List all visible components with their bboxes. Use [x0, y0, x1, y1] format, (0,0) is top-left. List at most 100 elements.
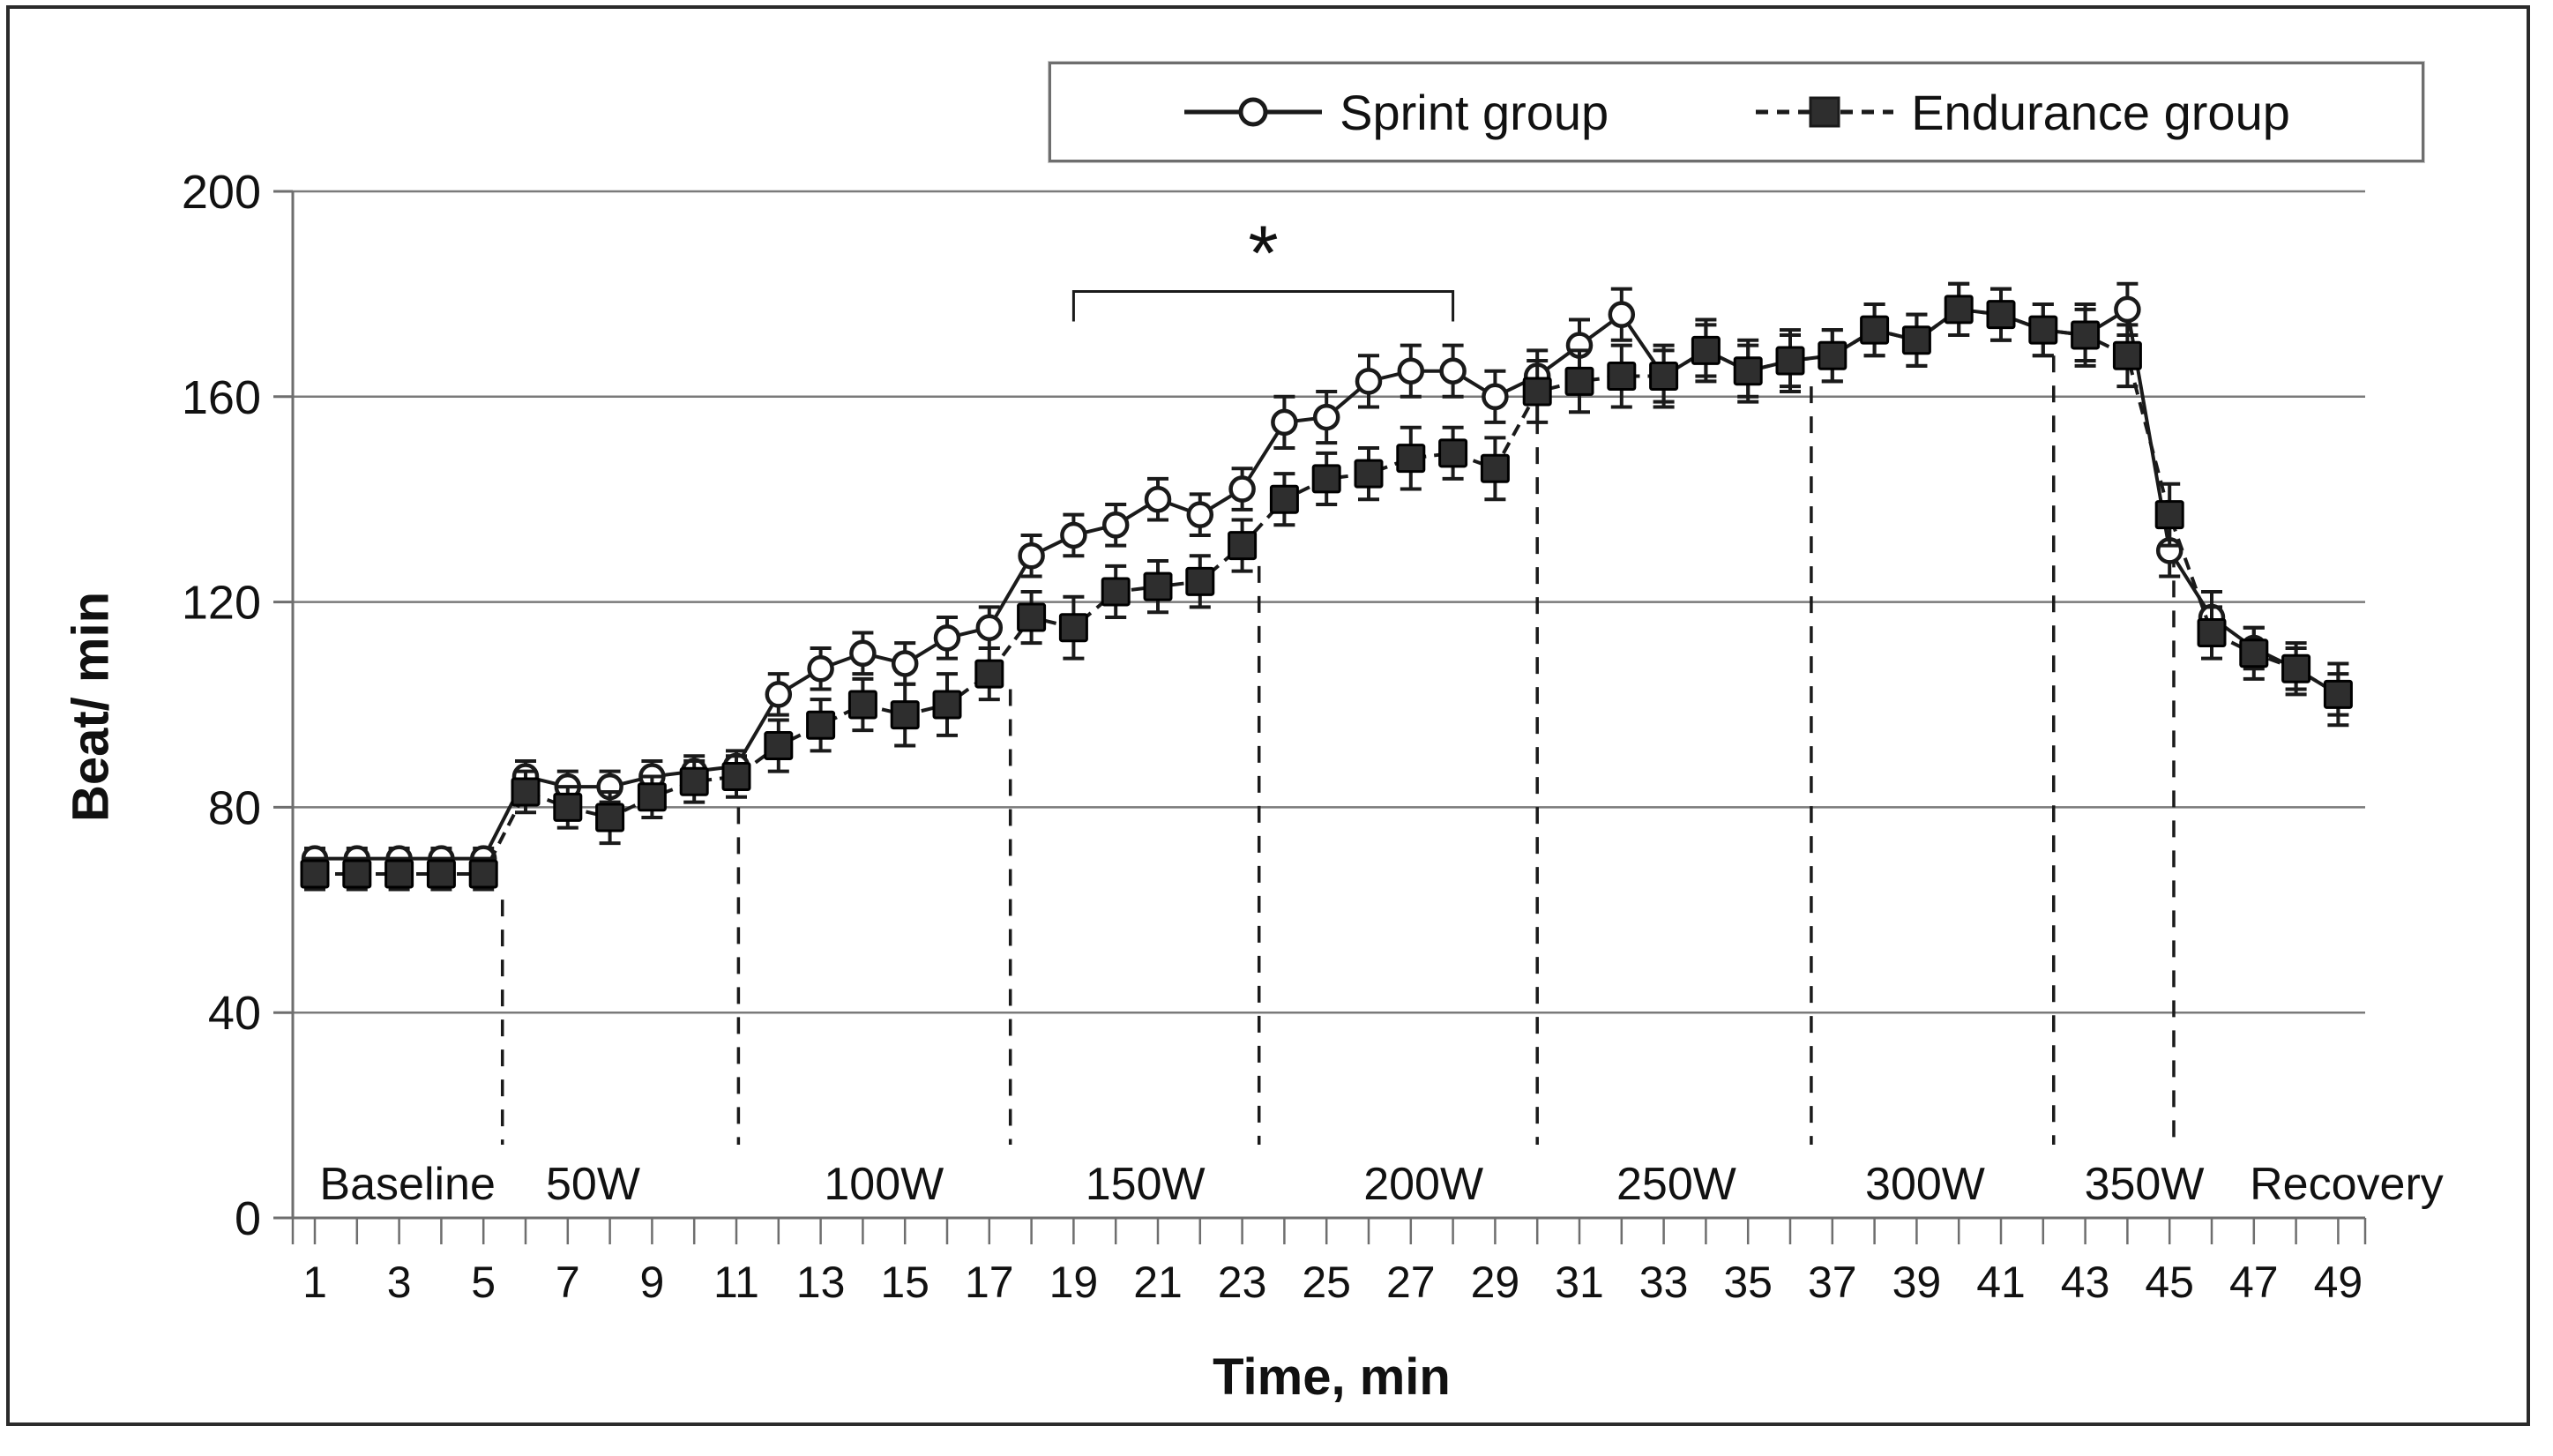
endurance-marker	[1228, 531, 1258, 561]
x-tick-label: 7	[556, 1258, 580, 1307]
stage-label: 50W	[546, 1159, 640, 1210]
sprint-marker	[849, 639, 877, 668]
sprint-marker	[1144, 485, 1172, 513]
endurance-marker	[764, 731, 794, 761]
x-tick-label: 29	[1471, 1258, 1520, 1307]
sprint-marker	[1439, 357, 1467, 385]
x-tick-label: 39	[1892, 1258, 1942, 1307]
stage-label: 150W	[1086, 1159, 1206, 1210]
y-tick-label: 160	[182, 371, 261, 424]
x-tick-label: 33	[1639, 1258, 1689, 1307]
endurance-marker	[595, 803, 625, 833]
x-tick-label: 37	[1808, 1258, 1857, 1307]
y-tick-label: 40	[208, 987, 261, 1040]
endurance-marker	[1691, 335, 1721, 365]
y-tick-label: 0	[235, 1192, 261, 1245]
endurance-marker	[2112, 340, 2142, 370]
stage-label: 300W	[1865, 1159, 1985, 1210]
x-tick-label: 43	[2061, 1258, 2110, 1307]
x-tick-label: 5	[471, 1258, 496, 1307]
sprint-marker	[1608, 301, 1636, 328]
sprint-marker	[1355, 368, 1383, 395]
endurance-marker	[1354, 459, 1384, 489]
endurance-marker	[2154, 500, 2184, 530]
x-tick-label: 45	[2145, 1258, 2194, 1307]
x-tick-label: 17	[965, 1258, 1014, 1307]
endurance-marker	[1396, 444, 1426, 474]
endurance-marker	[932, 690, 962, 720]
sprint-legend-marker-icon	[1184, 97, 1323, 127]
legend-item-sprint: Sprint group	[1183, 84, 1609, 141]
x-tick-label: 1	[302, 1258, 327, 1307]
sprint-marker	[1060, 521, 1087, 549]
endurance-marker	[300, 859, 330, 889]
endurance-marker	[342, 859, 372, 889]
endurance-marker	[511, 777, 541, 807]
endurance-marker	[1438, 438, 1468, 468]
endurance-marker	[806, 710, 836, 740]
endurance-marker	[1818, 340, 1848, 370]
sprint-marker	[2114, 295, 2141, 324]
endurance-marker	[426, 859, 456, 889]
x-tick-label: 13	[796, 1258, 846, 1307]
endurance-marker	[1649, 362, 1679, 392]
x-tick-label: 41	[1976, 1258, 2026, 1307]
sprint-marker	[975, 614, 1004, 641]
legend: Sprint group Endurance group	[1049, 62, 2424, 162]
x-axis-title: Time, min	[1213, 1348, 1451, 1406]
sprint-marker	[1397, 357, 1425, 385]
endurance-marker	[468, 859, 498, 889]
y-tick-label: 120	[182, 577, 261, 630]
x-tick-label: 25	[1302, 1258, 1351, 1307]
endurance-marker	[1564, 366, 1594, 396]
x-tick-label: 11	[713, 1258, 759, 1307]
endurance-marker	[2281, 653, 2311, 683]
x-tick-label: 21	[1133, 1258, 1183, 1307]
endurance-marker	[1944, 295, 1974, 325]
sprint-marker	[807, 655, 834, 683]
sprint-marker	[1482, 383, 1509, 411]
x-tick-label: 15	[880, 1258, 929, 1307]
endurance-marker	[2323, 679, 2353, 709]
significance-asterisk: *	[1248, 209, 1278, 296]
endurance-marker	[721, 761, 751, 791]
figure-border	[6, 5, 2530, 1426]
x-tick-label: 47	[2229, 1258, 2279, 1307]
endurance-marker	[1101, 577, 1131, 607]
endurance-marker	[1986, 300, 2016, 330]
sprint-marker	[1228, 475, 1256, 503]
endurance-marker	[2197, 618, 2227, 648]
endurance-marker	[974, 659, 1004, 689]
sprint-marker	[1018, 541, 1045, 570]
endurance-marker	[2239, 638, 2269, 668]
x-tick-label: 31	[1555, 1258, 1604, 1307]
endurance-marker	[1901, 325, 1931, 355]
sprint-marker	[1312, 403, 1340, 431]
x-tick-label: 23	[1218, 1258, 1267, 1307]
x-tick-label: 49	[2314, 1258, 2363, 1307]
endurance-marker	[1185, 566, 1215, 596]
endurance-marker	[1480, 453, 1510, 483]
endurance-marker	[1522, 377, 1552, 407]
sprint-marker	[765, 681, 793, 708]
x-tick-label: 35	[1723, 1258, 1773, 1307]
endurance-marker	[890, 700, 920, 730]
endurance-marker	[1143, 571, 1173, 601]
endurance-marker	[1017, 602, 1047, 632]
endurance-legend-marker-icon	[1756, 96, 1894, 128]
endurance-marker	[1311, 464, 1341, 494]
stage-label: Baseline	[319, 1159, 495, 1210]
legend-label-sprint: Sprint group	[1340, 84, 1609, 140]
legend-label-endurance: Endurance group	[1911, 84, 2290, 140]
sprint-marker	[1186, 501, 1214, 528]
stage-label: 100W	[824, 1159, 944, 1210]
endurance-marker	[679, 766, 709, 796]
x-tick-label: 9	[639, 1258, 664, 1307]
sprint-marker	[1271, 408, 1298, 437]
endurance-marker	[1860, 315, 1890, 345]
endurance-marker	[1607, 362, 1637, 392]
significance-bracket	[1071, 289, 1455, 322]
endurance-marker	[384, 859, 414, 889]
stage-label: Recovery	[2250, 1159, 2444, 1210]
